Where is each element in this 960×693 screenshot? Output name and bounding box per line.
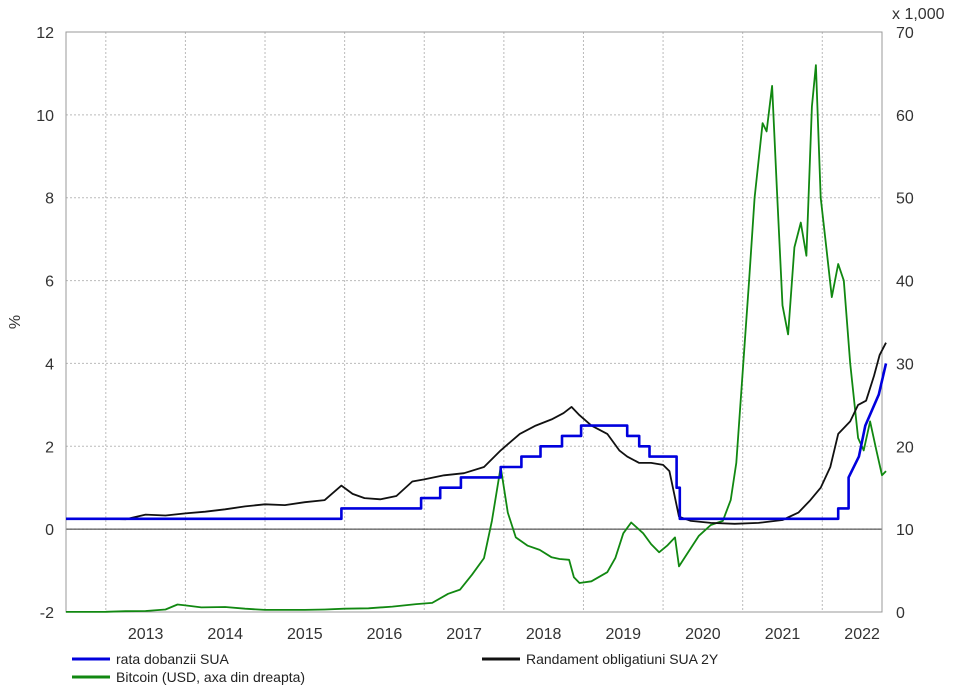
legend-item: rata dobanzii SUA xyxy=(72,651,230,667)
x-axis-tick-label: 2019 xyxy=(605,626,641,643)
right-axis-tick-label: 40 xyxy=(896,274,914,291)
x-axis-tick-label: 2015 xyxy=(287,626,323,643)
legend-item: Bitcoin (USD, axa din dreapta) xyxy=(72,669,305,685)
x-axis-tick-label: 2022 xyxy=(844,626,880,643)
series-layer xyxy=(65,64,888,613)
left-axis-tick-label: 12 xyxy=(36,25,54,42)
left-axis-tick-label: 8 xyxy=(45,191,54,208)
left-axis-tick-label: 0 xyxy=(45,522,54,539)
series-line xyxy=(66,363,888,521)
series-line xyxy=(65,64,887,613)
left-axis-tick-label: 2 xyxy=(45,439,54,456)
chart-grid xyxy=(66,31,882,613)
left-axis-tick-label: -2 xyxy=(40,605,54,622)
left-axis-tick-label: 4 xyxy=(45,356,54,373)
right-axis-tick-label: 20 xyxy=(896,439,914,456)
legend-label: Bitcoin (USD, axa din dreapta) xyxy=(116,669,305,685)
right-axis-tick-label: 10 xyxy=(896,522,914,539)
right-axis-tick-label: 0 xyxy=(896,605,905,622)
legend-item: Randament obligatiuni SUA 2Y xyxy=(482,651,719,667)
x-axis-tick-label: 2017 xyxy=(446,626,482,643)
right-axis-tick-label: 70 xyxy=(896,25,914,42)
right-axis-unit-label: x 1,000 xyxy=(892,6,945,23)
left-axis-tick-labels: -2 0 2 4 6 8 10 12 xyxy=(36,25,54,622)
chart-legend: rata dobanzii SUA Randament obligatiuni S… xyxy=(72,651,719,685)
right-axis-tick-label: 60 xyxy=(896,108,914,125)
x-axis-tick-label: 2020 xyxy=(685,626,721,643)
x-axis-tick-label: 2021 xyxy=(765,626,801,643)
x-axis-tick-labels: 2013 2014 2015 2016 2017 2018 2019 2020 2021 2022 xyxy=(128,626,880,643)
x-axis-tick-label: 2018 xyxy=(526,626,562,643)
left-axis-tick-label: 10 xyxy=(36,108,54,125)
left-axis-label: % xyxy=(7,315,24,329)
legend-label: rata dobanzii SUA xyxy=(116,651,230,667)
x-axis-tick-label: 2016 xyxy=(367,626,403,643)
legend-label: Randament obligatiuni SUA 2Y xyxy=(526,651,719,667)
right-axis-tick-label: 50 xyxy=(896,191,914,208)
x-axis-tick-label: 2013 xyxy=(128,626,164,643)
plot-area-frame xyxy=(65,31,883,613)
left-axis-tick-label: 6 xyxy=(45,274,54,291)
x-axis-tick-label: 2014 xyxy=(207,626,243,643)
series-line xyxy=(66,342,887,525)
right-axis-tick-label: 30 xyxy=(896,356,914,373)
right-axis-tick-labels: 0 10 20 30 40 50 60 70 xyxy=(896,25,914,622)
